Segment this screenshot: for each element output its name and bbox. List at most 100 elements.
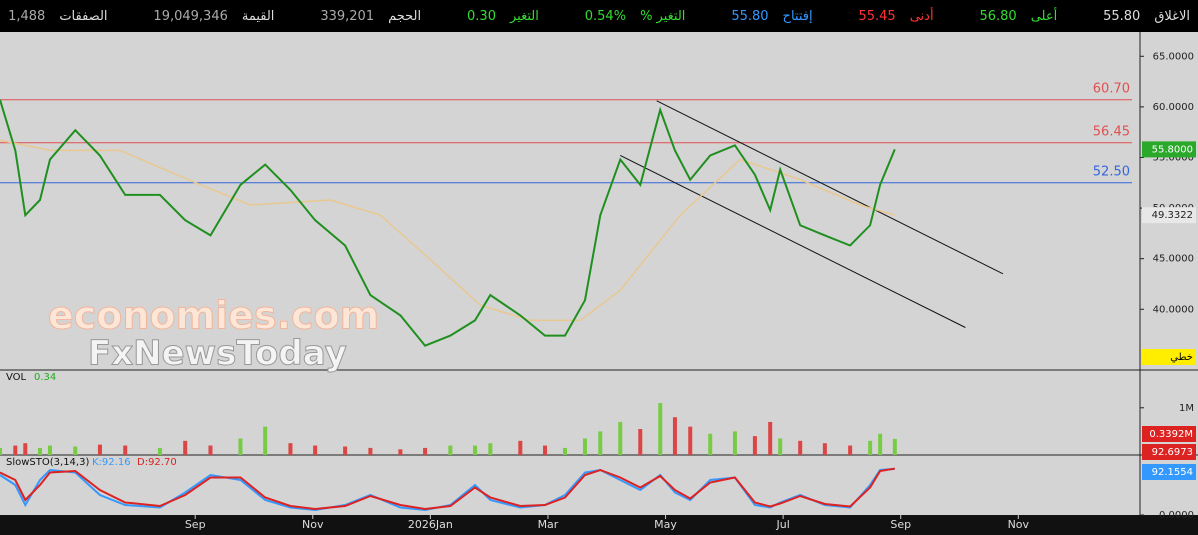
volume-bar bbox=[768, 421, 773, 455]
stat-label: الصفقات bbox=[59, 8, 108, 24]
volume-bar bbox=[448, 445, 453, 455]
volume-bar bbox=[798, 440, 803, 455]
volume-label-box bbox=[1142, 426, 1196, 442]
y-tick-label: 55.0000 bbox=[1153, 152, 1194, 163]
volume-bar bbox=[0, 447, 2, 455]
y-tick-label: 0.0000 bbox=[1159, 510, 1194, 521]
volume-bar bbox=[732, 431, 737, 455]
volume-bar bbox=[618, 421, 623, 455]
stat-value: 55.80 bbox=[731, 8, 769, 24]
stoch-k-label: 92.1554 bbox=[1152, 467, 1193, 478]
header-item: إفتتاح 55.80 bbox=[731, 9, 812, 24]
level-label: 52.50 bbox=[1093, 164, 1130, 179]
stat-value: 0.30 bbox=[467, 8, 496, 24]
volume-bar bbox=[157, 447, 162, 455]
x-tick-label: Sep bbox=[890, 518, 911, 531]
volume-bar bbox=[97, 444, 102, 455]
header-item: أعلى 56.80 bbox=[979, 9, 1057, 24]
ma-label-box bbox=[1142, 207, 1196, 224]
volume-bar bbox=[822, 443, 827, 455]
trend-line bbox=[656, 100, 1004, 275]
legend-k: K:92.16 bbox=[92, 457, 131, 468]
volume-bar bbox=[518, 440, 523, 455]
y-tick-label: 40.0000 bbox=[1153, 304, 1194, 315]
x-tick-label: Nov bbox=[302, 518, 324, 531]
x-tick-label: Jul bbox=[775, 518, 789, 531]
watermark: FxNewsToday bbox=[88, 334, 347, 374]
stat-value: 339,201 bbox=[320, 8, 375, 24]
volume-bar bbox=[688, 426, 693, 455]
stat-label: التغير % bbox=[640, 8, 686, 24]
volume-bar bbox=[23, 443, 28, 455]
volume-bar bbox=[288, 443, 293, 455]
volume-bar bbox=[752, 436, 757, 455]
stat-value: 55.45 bbox=[858, 8, 896, 24]
volume-bar bbox=[208, 445, 213, 455]
volume-bar bbox=[37, 447, 42, 455]
stat-value: 19,049,346 bbox=[153, 8, 228, 24]
y-tick-label: 60.0000 bbox=[1153, 102, 1194, 113]
level-label: 60.70 bbox=[1093, 81, 1130, 96]
series-line bbox=[0, 467, 895, 511]
header-item: التغير 0.30 bbox=[467, 9, 539, 24]
x-tick-label: 2026Jan bbox=[408, 518, 453, 531]
trend-line bbox=[620, 155, 966, 328]
header-item: التغير % 0.54% bbox=[585, 9, 686, 24]
stat-value: 0.54% bbox=[584, 8, 627, 24]
volume-panel bbox=[0, 370, 1140, 455]
volume-bar bbox=[47, 445, 52, 455]
header-item: القيمة 19,049,346 bbox=[153, 9, 274, 24]
volume-bar bbox=[638, 429, 643, 455]
legend-value: 0.34 bbox=[34, 372, 56, 383]
stat-label: القيمة bbox=[241, 8, 275, 24]
volume-bar bbox=[343, 446, 348, 455]
stat-label: الحجم bbox=[388, 8, 422, 24]
watermark: economies.com bbox=[48, 294, 379, 338]
volume-bar bbox=[73, 446, 78, 455]
legend-d: D:92.70 bbox=[137, 457, 177, 468]
header-item: أدنى 55.45 bbox=[858, 9, 933, 24]
volume-bar bbox=[892, 438, 897, 455]
x-tick-label: May bbox=[654, 518, 677, 531]
stat-value: 55.80 bbox=[1103, 8, 1141, 24]
stat-label: التغير bbox=[509, 8, 539, 24]
volume-bar bbox=[672, 417, 677, 455]
x-axis bbox=[0, 515, 1198, 535]
volume-bar bbox=[398, 449, 403, 455]
y-tick-label: 1M bbox=[1179, 403, 1194, 414]
x-tick-label: Sep bbox=[185, 518, 206, 531]
volume-bar bbox=[473, 445, 478, 455]
header-item: الحجم 339,201 bbox=[320, 9, 421, 24]
mode-label-box bbox=[1142, 349, 1196, 365]
volume-bar bbox=[868, 440, 873, 455]
price-label: 55.8000 bbox=[1152, 144, 1193, 155]
mode-label: خطي bbox=[1170, 352, 1193, 363]
legend-name: VOL bbox=[6, 372, 27, 383]
volume-bar bbox=[488, 443, 493, 455]
legend-name: SlowSTO(3,14,3) bbox=[6, 457, 89, 468]
volume-bar bbox=[582, 438, 587, 455]
price-label-box bbox=[1142, 141, 1196, 158]
volume-bar bbox=[778, 438, 783, 455]
stoch-d-label-box bbox=[1142, 444, 1196, 460]
volume-bar bbox=[123, 445, 128, 455]
header-bar: الاغلاق 55.80 أعلى 56.80 أدنى 55.45 إفتتاح 55.8… bbox=[0, 0, 1198, 32]
header-item: الاغلاق 55.80 bbox=[1103, 9, 1190, 24]
volume-bar bbox=[423, 447, 428, 455]
stat-label: الاغلاق bbox=[1154, 8, 1190, 24]
volume-bar bbox=[878, 433, 883, 455]
price-panel bbox=[0, 32, 1140, 370]
x-tick-label: Nov bbox=[1008, 518, 1030, 531]
level-label: 56.45 bbox=[1093, 124, 1130, 139]
volume-bar bbox=[13, 445, 18, 455]
stat-label: أعلى bbox=[1030, 8, 1058, 24]
x-tick-label: Mar bbox=[538, 518, 559, 531]
stat-label: أدنى bbox=[909, 8, 934, 24]
y-tick-label: 45.0000 bbox=[1153, 254, 1194, 265]
volume-bar bbox=[708, 433, 713, 455]
volume-bar bbox=[563, 447, 568, 455]
volume-bar bbox=[658, 403, 663, 455]
stoch-d-label: 92.6973 bbox=[1152, 447, 1193, 458]
